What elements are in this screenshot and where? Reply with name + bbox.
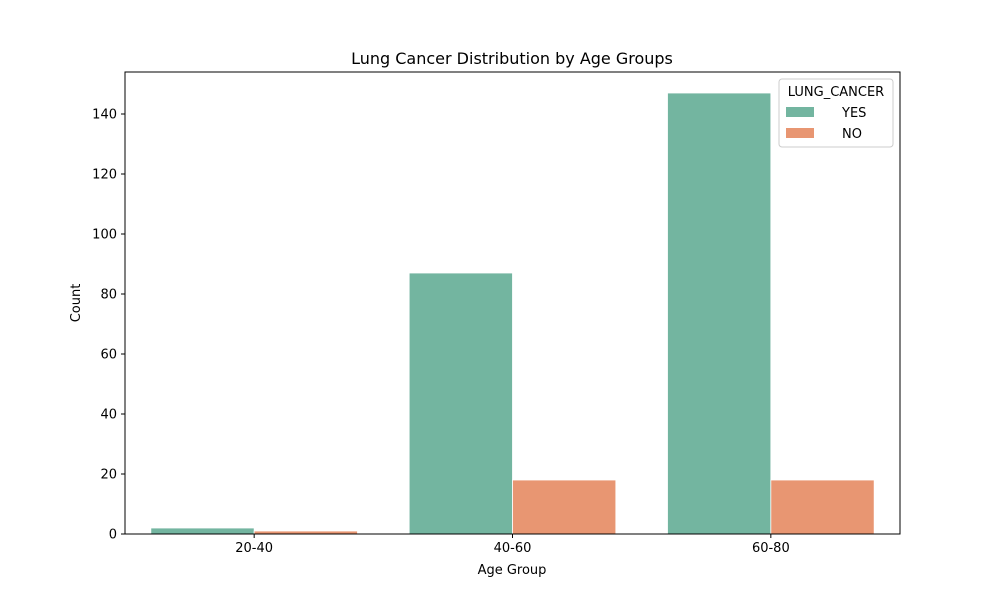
- bar-yes-20-40: [150, 527, 255, 535]
- y-axis-label: Count: [69, 284, 84, 323]
- y-tick-label: 20: [100, 468, 117, 483]
- legend-label-no: NO: [842, 127, 862, 142]
- bar-no-60-80: [770, 479, 875, 535]
- x-axis: 20-40 40-60 60-80: [235, 534, 790, 556]
- y-axis: 0 20 40 60 80 100 120 140: [92, 108, 125, 543]
- legend-swatch-yes: [786, 107, 814, 117]
- legend: LUNG_CANCER YES NO: [778, 78, 894, 148]
- y-tick-label: 120: [92, 168, 117, 183]
- x-tick-label: 20-40: [235, 541, 273, 556]
- plot-area: [150, 92, 875, 535]
- y-tick-label: 60: [100, 348, 117, 363]
- legend-label-yes: YES: [841, 106, 866, 121]
- y-tick-label: 0: [109, 528, 117, 543]
- bar-no-40-60: [512, 479, 617, 535]
- y-tick-label: 80: [100, 288, 117, 303]
- bar-yes-60-80: [667, 92, 772, 535]
- y-tick-label: 40: [100, 408, 117, 423]
- y-tick-label: 100: [92, 228, 117, 243]
- x-tick-label: 40-60: [494, 541, 532, 556]
- y-tick-label: 140: [92, 108, 117, 123]
- chart-title: Lung Cancer Distribution by Age Groups: [351, 49, 673, 68]
- x-axis-label: Age Group: [478, 563, 547, 578]
- x-tick-label: 60-80: [752, 541, 790, 556]
- bar-yes-40-60: [408, 272, 513, 535]
- legend-swatch-no: [786, 128, 814, 138]
- legend-title: LUNG_CANCER: [788, 85, 884, 100]
